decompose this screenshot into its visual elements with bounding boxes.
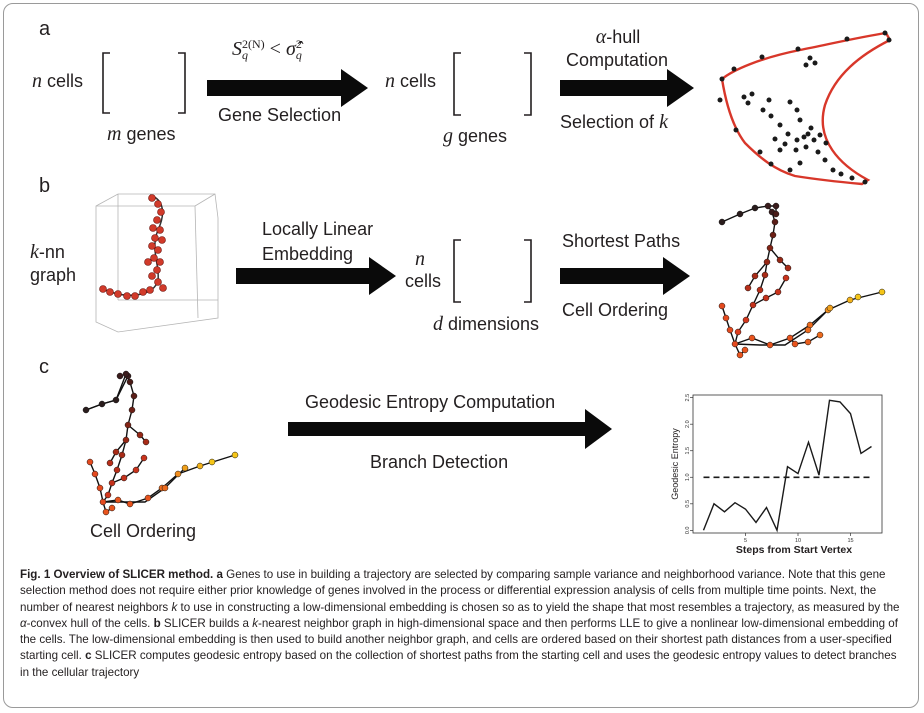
nn-text: -nn bbox=[38, 242, 65, 262]
caption-text-2: Genes to use in building a trajectory ar… bbox=[20, 568, 886, 614]
figure-frame bbox=[3, 3, 919, 708]
rhs-sub: q bbox=[295, 48, 302, 63]
alpha-hull-outline bbox=[720, 31, 892, 186]
y-tick-label: 2.5 bbox=[685, 394, 691, 402]
cell-ordering-label-b: Cell Ordering bbox=[562, 300, 669, 320]
panel-b-rows-label: cells bbox=[405, 271, 442, 291]
selection-of-k-label: Selection of k bbox=[560, 111, 668, 134]
lle-label-line1: Locally Linear bbox=[262, 219, 374, 239]
s-symbol: S bbox=[232, 38, 242, 60]
caption-fig-label: Fig. 1 bbox=[20, 568, 51, 581]
plot-frame bbox=[692, 394, 883, 534]
panel-a-left-cols-label: m genes bbox=[107, 123, 176, 146]
g-symbol: g bbox=[443, 125, 453, 147]
caption-b: b bbox=[153, 616, 161, 630]
x-axis: 5 10 15 bbox=[744, 533, 854, 544]
panel-b-cols-label: d dimensions bbox=[433, 313, 539, 336]
n-symbol: n bbox=[32, 70, 42, 92]
caption-alpha: α bbox=[20, 616, 27, 630]
geodesic-entropy-computation-label: Geodesic Entropy Computation bbox=[305, 392, 556, 412]
y-axis: 0.0 0.5 1.0 1.5 2.0 2.5 bbox=[685, 394, 693, 534]
m-symbol: m bbox=[107, 123, 122, 145]
y-tick-label: 2.0 bbox=[685, 420, 691, 428]
figure-caption: Fig. 1 Overview of SLICER method. a Gene… bbox=[20, 567, 906, 681]
3d-box bbox=[95, 193, 219, 333]
y-tick-label: 1.0 bbox=[685, 473, 691, 481]
knn-nodes bbox=[99, 194, 167, 300]
gene-selection-label: Gene Selection bbox=[218, 105, 342, 125]
caption-text-3: to use in constructing a low-dimensional… bbox=[177, 600, 900, 614]
sub-text: q bbox=[242, 48, 248, 63]
rows-text: cells bbox=[47, 71, 84, 91]
caption-text-7: SLICER computes geodesic entropy based o… bbox=[20, 649, 897, 679]
lle-label-line2: Embedding bbox=[262, 244, 354, 264]
sigma-symbol: σ̂ bbox=[285, 38, 296, 60]
branch-detection-label: Branch Detection bbox=[370, 452, 509, 472]
cols-text: dimensions bbox=[448, 314, 540, 334]
selection-text: Selection of bbox=[560, 112, 655, 132]
caption-k2: k bbox=[252, 616, 258, 630]
caption-title: Overview of SLICER method. bbox=[50, 568, 217, 581]
caption-c: c bbox=[85, 649, 92, 663]
cols-text: genes bbox=[458, 126, 508, 146]
panel-b-n-symbol: n bbox=[415, 248, 425, 270]
knn-label-line2: graph bbox=[30, 265, 77, 285]
rhs-sup: 2 bbox=[295, 37, 302, 52]
panel-a-left-rows-label: n cells bbox=[32, 70, 83, 93]
k-symbol: k bbox=[659, 111, 668, 133]
panel-a-letter: a bbox=[39, 18, 51, 40]
shortest-paths-label: Shortest Paths bbox=[562, 231, 681, 251]
caption-a: a bbox=[216, 568, 223, 581]
y-tick-label: 1.5 bbox=[685, 447, 691, 455]
x-axis-label: Steps from Start Vertex bbox=[736, 544, 852, 556]
alpha-hull-label: α-hull bbox=[558, 26, 678, 49]
sup-text: 2(N) bbox=[242, 37, 265, 52]
op-text: < bbox=[264, 38, 286, 60]
panel-a-mid-cols-label: g genes bbox=[443, 125, 507, 148]
computation-label: Computation bbox=[565, 50, 669, 70]
panel-c-letter: c bbox=[39, 356, 49, 378]
caption-text-5: SLICER builds a bbox=[160, 616, 253, 630]
caption-k1: k bbox=[171, 600, 178, 614]
entropy-series-line bbox=[702, 399, 872, 533]
rows-text: cells bbox=[400, 71, 437, 91]
y-axis-label: Geodesic Entropy bbox=[670, 428, 680, 500]
x-tick-label: 10 bbox=[795, 538, 801, 544]
caption-text-4: -convex hull of the cells. bbox=[26, 616, 154, 630]
alpha-hull-points bbox=[717, 30, 892, 185]
k-symbol: k bbox=[30, 241, 39, 263]
d-symbol: d bbox=[433, 313, 443, 335]
y-tick-label: 0.5 bbox=[685, 500, 691, 508]
panel-a-mid-rows-label: n cells bbox=[385, 70, 436, 93]
x-tick-label: 15 bbox=[847, 538, 853, 544]
cols-text: genes bbox=[126, 124, 176, 144]
alpha-symbol: α bbox=[595, 26, 607, 48]
x-tick-label: 5 bbox=[744, 538, 747, 544]
cell-ordering-label-c: Cell Ordering bbox=[90, 521, 197, 541]
hull-text: -hull bbox=[606, 27, 641, 47]
variance-condition: S 2(N) q < σ̂ 2 q bbox=[232, 38, 302, 61]
knn-label-line1: k-nn bbox=[30, 241, 65, 264]
panel-b-letter: b bbox=[39, 175, 51, 197]
n-symbol: n bbox=[385, 70, 395, 92]
caption-text-6: -nearest neighbor graph in high-dimensio… bbox=[20, 616, 898, 663]
y-tick-label: 0.0 bbox=[685, 527, 691, 535]
